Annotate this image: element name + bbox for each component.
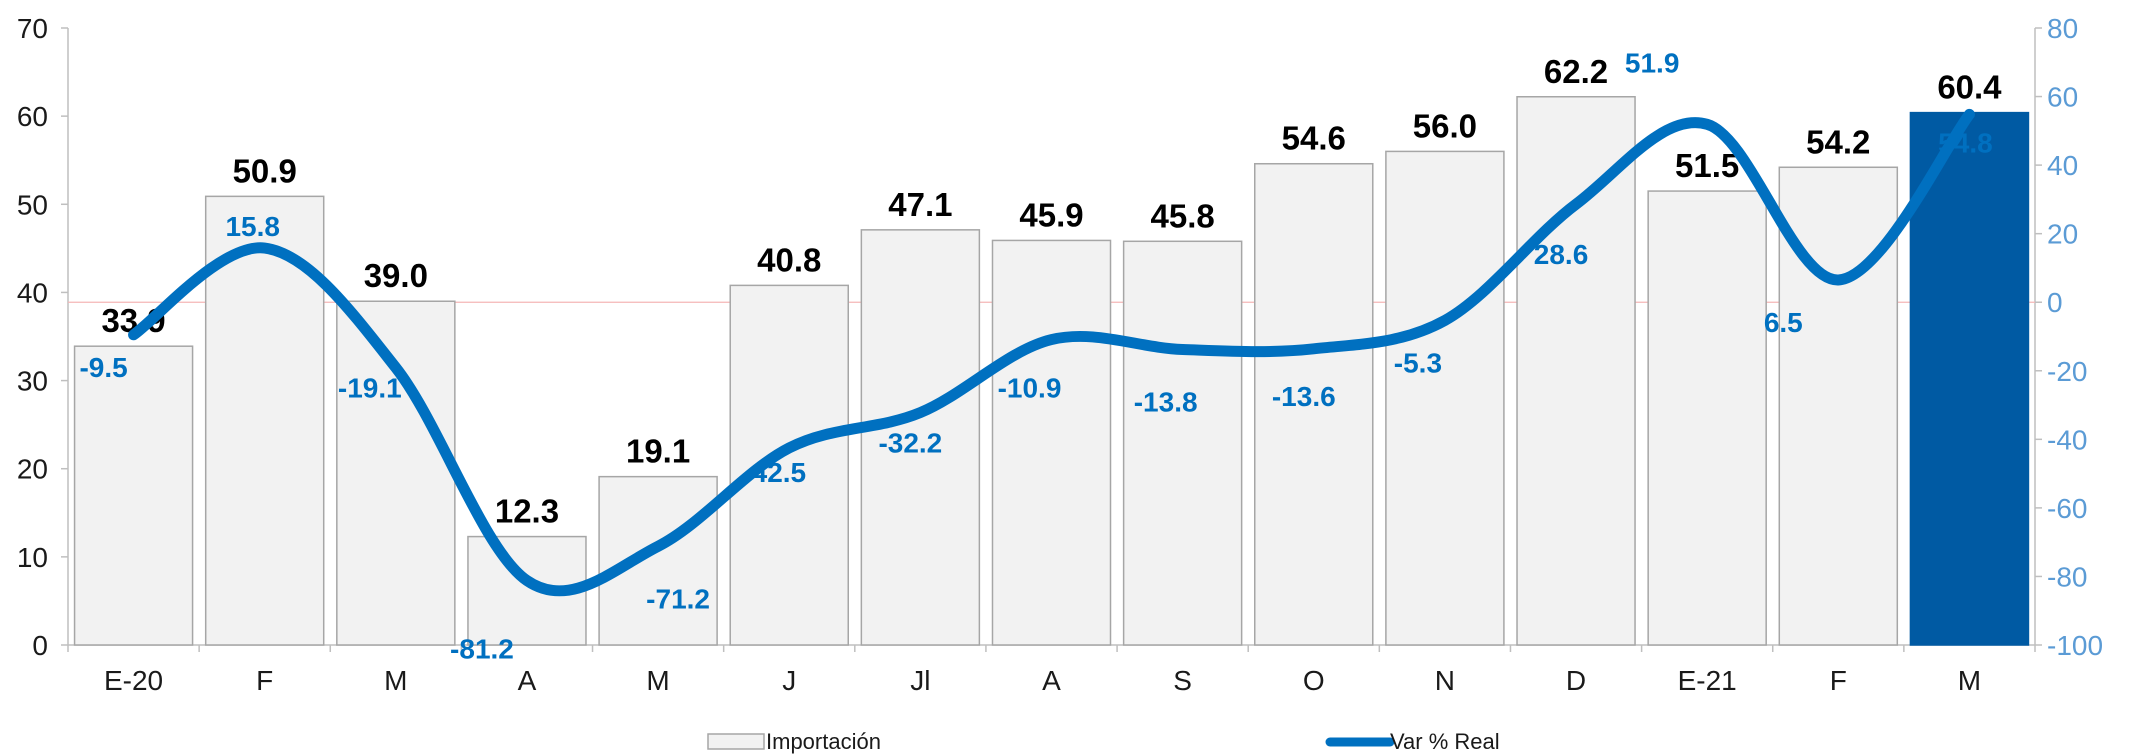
bar-data-label: 60.4	[1937, 69, 2002, 106]
bar-data-label: 45.9	[1019, 196, 1083, 233]
line-data-label: 6.5	[1764, 307, 1803, 338]
bar-data-label: 50.9	[233, 152, 297, 189]
line-data-label: 51.9	[1625, 47, 1680, 78]
right-tick-label: -60	[2047, 493, 2087, 524]
left-tick-label: 40	[17, 277, 48, 308]
line-data-label: -13.8	[1134, 387, 1198, 418]
line-data-label: -10.9	[998, 373, 1062, 404]
x-tick-label: F	[256, 665, 273, 696]
line-data-label: -5.3	[1394, 347, 1442, 378]
bars	[73, 96, 2030, 646]
x-tick-label: E-21	[1678, 665, 1737, 696]
line-data-label: 28.6	[1534, 239, 1589, 270]
x-tick-label: A	[518, 665, 537, 696]
x-tick-label: S	[1173, 665, 1192, 696]
right-tick-label: 40	[2047, 150, 2078, 181]
bar	[336, 300, 456, 646]
x-tick-label: Jl	[910, 665, 930, 696]
x-tick-label: M	[384, 665, 407, 696]
right-tick-label: 60	[2047, 82, 2078, 113]
bar	[1254, 162, 1374, 646]
legend-label-bar: Importación	[766, 729, 881, 754]
x-tick-label: M	[646, 665, 669, 696]
bar-data-label: 51.5	[1675, 147, 1739, 184]
left-tick-label: 20	[17, 454, 48, 485]
right-tick-label: -20	[2047, 356, 2087, 387]
line-data-label: -9.5	[79, 352, 127, 383]
right-tick-label: -40	[2047, 424, 2087, 455]
bar	[1909, 111, 2030, 646]
bar	[1385, 150, 1505, 646]
bar-data-label: 19.1	[626, 433, 690, 470]
line-data-label: -32.2	[878, 428, 942, 459]
left-tick-label: 30	[17, 366, 48, 397]
bar-data-label: 54.6	[1282, 120, 1346, 157]
bar-data-label: 62.2	[1544, 53, 1608, 90]
right-tick-label: -100	[2047, 630, 2103, 661]
left-tick-label: 50	[17, 189, 48, 220]
line-data-label: 54.8	[1938, 127, 1993, 158]
line-layer	[128, 108, 1975, 597]
bar	[73, 345, 194, 646]
x-tick-label: M	[1958, 665, 1981, 696]
line-data-label: -13.6	[1272, 381, 1336, 412]
left-tick-label: 10	[17, 542, 48, 573]
bar-data-label: 56.0	[1413, 107, 1477, 144]
line-data-label: 15.8	[225, 211, 280, 242]
bar	[729, 284, 849, 646]
line-data-label: -81.2	[450, 634, 514, 665]
bar-labels: 33.950.939.012.319.140.847.1 45.9 45.854.6…	[101, 53, 2002, 530]
right-tick-label: 80	[2047, 13, 2078, 44]
line-data-label: -71.2	[646, 583, 710, 614]
line-data-label: -42.5	[742, 457, 806, 488]
bar	[991, 239, 1112, 646]
bar	[1122, 240, 1243, 646]
x-tick-label: D	[1566, 665, 1586, 696]
legend: Importación Var % Real	[707, 729, 1500, 754]
left-tick-label: 0	[32, 630, 48, 661]
line-labels: -9.5 15.8 -19.1 -81.2 -71.2 -42.5 -32.2 -10.9 -1…	[79, 47, 1992, 664]
left-tick-label: 60	[17, 101, 48, 132]
x-tick-label: O	[1303, 665, 1325, 696]
legend-label-line: Var % Real	[1390, 729, 1500, 754]
legend-swatch-bar	[707, 733, 765, 750]
bar-data-label: 45.8	[1151, 197, 1215, 234]
bar-data-label: 47.1	[888, 186, 952, 223]
bar	[860, 229, 981, 646]
x-tick-label: N	[1435, 665, 1455, 696]
right-tick-label: 20	[2047, 219, 2078, 250]
x-tick-label: A	[1042, 665, 1061, 696]
left-tick-label: 70	[17, 13, 48, 44]
x-tick-label: F	[1830, 665, 1847, 696]
bar	[598, 475, 718, 646]
bar-data-label: 12.3	[495, 493, 559, 530]
line-data-label: -19.1	[338, 373, 402, 404]
x-tick-label: E-20	[104, 665, 163, 696]
right-tick-label: -80	[2047, 561, 2087, 592]
bar	[1516, 96, 1636, 646]
right-tick-label: 0	[2047, 287, 2063, 318]
bar-data-label: 39.0	[364, 257, 428, 294]
bar-data-label: 40.8	[757, 241, 821, 278]
x-tick-label: J	[782, 665, 796, 696]
bar-data-label: 54.2	[1806, 123, 1870, 160]
bar	[1647, 190, 1767, 646]
